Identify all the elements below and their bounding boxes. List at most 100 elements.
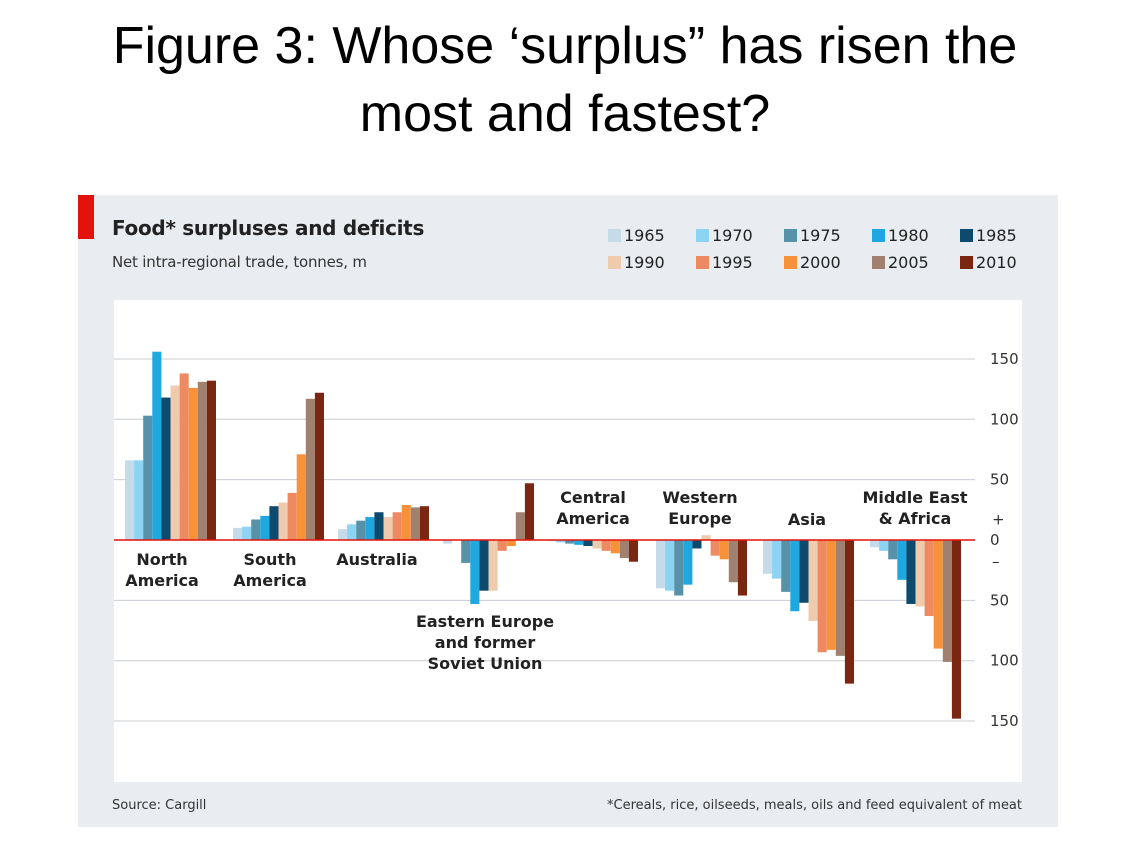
y-tick-label: 150 (990, 350, 1019, 368)
bar-north-america-2005 (197, 381, 207, 540)
bar-australia-2000 (401, 505, 411, 540)
bar-north-america-1985 (161, 397, 171, 540)
legend-label: 1980 (888, 226, 929, 245)
bar-western-europe-1985 (692, 540, 702, 549)
legend-item: 2010 (960, 253, 1017, 272)
bar-north-america-1965 (125, 460, 135, 540)
slide-title-line2: most and fastest? (359, 85, 771, 143)
bar-australia-2005 (410, 507, 420, 540)
y-tick-label: 100 (990, 410, 1019, 428)
bar-south-america-1980 (260, 515, 270, 540)
bar-middle-east-africa-1980 (897, 540, 907, 580)
region-group (233, 392, 324, 540)
bar-central-america-1980 (574, 540, 584, 545)
legend-label: 1990 (624, 253, 665, 272)
bar-asia-2000 (826, 540, 836, 650)
region-group (763, 540, 854, 684)
region-group (338, 505, 429, 540)
bar-south-america-1970 (242, 526, 252, 540)
y-tick-label: 0 (990, 531, 1000, 549)
bar-asia-1975 (781, 540, 791, 592)
bar-eastern-europe-and-former-soviet-union-1975 (461, 540, 471, 563)
legend-swatch (872, 229, 885, 242)
bar-eastern-europe-and-former-soviet-union-1990 (488, 540, 498, 591)
bar-australia-2010 (419, 506, 429, 540)
legend-swatch (608, 256, 621, 269)
legend-swatch (696, 229, 709, 242)
region-group (443, 483, 534, 604)
region-label: North (136, 550, 187, 569)
legend-swatch (608, 229, 621, 242)
y-tick-label: 50 (990, 591, 1009, 609)
region-label: and former (435, 633, 536, 652)
legend-item: 1975 (784, 226, 841, 245)
bar-central-america-2010 (628, 540, 638, 562)
legend-swatch (784, 256, 797, 269)
bar-australia-1965 (338, 529, 348, 540)
legend-label: 2005 (888, 253, 929, 272)
region-label: & Africa (879, 509, 952, 528)
bar-middle-east-africa-1975 (888, 540, 898, 560)
legend-swatch (696, 256, 709, 269)
bar-south-america-2000 (296, 454, 306, 540)
bar-asia-1980 (790, 540, 800, 612)
slide-title-line1: Figure 3: Whose ‘surplus” has risen the (112, 17, 1018, 75)
region-label: Eastern Europe (416, 612, 554, 631)
legend-item: 1965 (608, 226, 665, 245)
bar-asia-1985 (799, 540, 809, 603)
bar-western-europe-2000 (719, 540, 729, 560)
region-label: America (125, 571, 199, 590)
bar-eastern-europe-and-former-soviet-union-2000 (506, 540, 516, 547)
chart-subtitle: Net intra-regional trade, tonnes, m (112, 253, 367, 271)
legend-item: 2005 (872, 253, 929, 272)
bar-western-europe-2010 (737, 540, 747, 596)
bar-north-america-1975 (143, 415, 153, 540)
region-label: Soviet Union (428, 654, 543, 673)
negative-sign-label: – (992, 553, 1000, 571)
region-label: Europe (668, 509, 732, 528)
bar-asia-2005 (835, 540, 845, 656)
legend-item: 1980 (872, 226, 929, 245)
bar-north-america-2010 (206, 380, 216, 540)
bar-australia-1980 (365, 517, 375, 540)
bar-middle-east-africa-2000 (933, 540, 943, 649)
bar-middle-east-africa-1970 (879, 540, 889, 551)
legend-swatch (784, 229, 797, 242)
legend-label: 2010 (976, 253, 1017, 272)
slide-title: Figure 3: Whose ‘surplus” has risen the … (0, 12, 1130, 148)
bar-western-europe-1990 (701, 535, 711, 540)
region-label: Asia (788, 510, 826, 529)
bar-central-america-2000 (610, 540, 620, 554)
legend-item: 1970 (696, 226, 753, 245)
bar-central-america-1990 (592, 540, 602, 549)
bar-middle-east-africa-2005 (942, 540, 952, 662)
bar-australia-1970 (347, 524, 357, 540)
bar-north-america-2000 (188, 387, 198, 540)
legend-label: 1975 (800, 226, 841, 245)
bar-asia-1965 (763, 540, 773, 574)
region-label: Western (662, 488, 737, 507)
legend-item: 1990 (608, 253, 665, 272)
y-tick-label: 150 (990, 712, 1019, 730)
bar-australia-1990 (383, 517, 393, 540)
bar-central-america-2005 (619, 540, 629, 559)
region-group (125, 351, 216, 540)
bar-middle-east-africa-1995 (924, 540, 934, 617)
bar-north-america-1995 (179, 373, 189, 540)
region-group (547, 540, 638, 562)
bar-eastern-europe-and-former-soviet-union-1985 (479, 540, 489, 591)
footnote: *Cereals, rice, oilseeds, meals, oils an… (607, 798, 1022, 813)
bar-australia-1995 (392, 512, 402, 540)
positive-sign-label: + (992, 510, 1005, 528)
bar-middle-east-africa-1965 (870, 540, 880, 548)
bar-asia-1970 (772, 540, 782, 579)
bar-western-europe-1995 (710, 540, 720, 556)
legend-swatch (960, 256, 973, 269)
bar-eastern-europe-and-former-soviet-union-1965 (443, 540, 453, 544)
legend-label: 1995 (712, 253, 753, 272)
bar-south-america-2005 (305, 398, 315, 540)
legend-label: 1985 (976, 226, 1017, 245)
bar-south-america-1965 (233, 527, 243, 540)
region-label: America (556, 509, 630, 528)
region-group (870, 540, 961, 719)
